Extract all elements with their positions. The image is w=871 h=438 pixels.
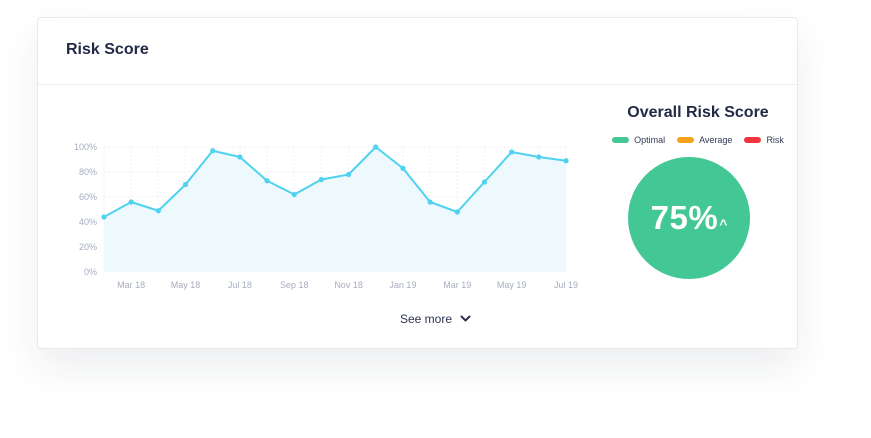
- y-tick-label: 60%: [79, 192, 97, 202]
- x-tick-label: Jan 19: [389, 280, 416, 290]
- legend-label: Risk: [766, 135, 784, 145]
- y-tick-label: 0%: [84, 267, 97, 277]
- overall-risk-panel: Overall Risk Score Optimal Average Risk: [598, 86, 798, 145]
- data-point: [101, 214, 107, 220]
- overall-score-gauge: 75% ^: [628, 157, 750, 279]
- legend-item-optimal: Optimal: [612, 135, 665, 145]
- x-tick-label: Mar 18: [117, 280, 145, 290]
- overall-risk-title: Overall Risk Score: [627, 104, 769, 121]
- data-point: [454, 209, 460, 215]
- legend: Optimal Average Risk: [598, 135, 798, 145]
- see-more-label: See more: [400, 312, 453, 326]
- line-chart-svg: 0% 20% 40% 60% 80% 100% Mar 18 May 18 Jul 18 Sep …: [74, 142, 578, 290]
- x-tick-label: May 18: [171, 280, 201, 290]
- data-point: [373, 144, 379, 150]
- data-point: [210, 148, 216, 154]
- card-header: Risk Score: [38, 18, 797, 85]
- data-point: [128, 199, 134, 205]
- see-more-link[interactable]: See more: [400, 312, 471, 326]
- data-point: [291, 191, 297, 198]
- legend-item-risk: Risk: [744, 135, 784, 145]
- data-point: [536, 154, 542, 160]
- legend-swatch: [612, 137, 630, 143]
- x-tick-label: Sep 18: [280, 280, 309, 290]
- legend-swatch: [677, 137, 695, 143]
- x-tick-label: Nov 18: [334, 280, 363, 290]
- series-line: [103, 146, 567, 218]
- data-point: [155, 208, 161, 214]
- data-point: [400, 165, 406, 171]
- x-tick-label: May 19: [497, 280, 527, 290]
- x-tick-label: Jul 18: [228, 280, 252, 290]
- y-tick-label: 100%: [74, 142, 97, 152]
- y-tick-label: 40%: [79, 217, 97, 227]
- legend-item-average: Average: [677, 135, 732, 145]
- data-point: [182, 181, 189, 188]
- x-tick-label: Jul 19: [554, 280, 578, 290]
- series-area: [104, 147, 566, 272]
- data-point: [237, 154, 243, 160]
- data-point: [563, 158, 569, 164]
- chevron-down-icon: [460, 315, 471, 322]
- y-tick-label: 20%: [79, 242, 97, 252]
- y-tick-label: 80%: [79, 167, 97, 177]
- data-point: [345, 171, 352, 178]
- caret-up-icon: ^: [719, 216, 728, 232]
- card-title: Risk Score: [66, 41, 149, 58]
- data-point: [509, 149, 515, 155]
- data-point: [264, 178, 270, 184]
- risk-score-chart: 0% 20% 40% 60% 80% 100% Mar 18 May 18 Jul 18 Sep …: [38, 86, 598, 296]
- legend-label: Optimal: [634, 135, 666, 145]
- x-tick-label: Mar 19: [443, 280, 471, 290]
- overall-score-value: 75%: [650, 199, 719, 236]
- legend-label: Average: [699, 135, 733, 145]
- data-point: [481, 179, 488, 185]
- legend-swatch: [744, 137, 762, 143]
- data-point: [427, 199, 433, 205]
- data-point: [318, 176, 325, 183]
- risk-score-card: Risk Score 0% 20% 40% 60% 80% 100% Mar 18 May 1…: [37, 17, 798, 349]
